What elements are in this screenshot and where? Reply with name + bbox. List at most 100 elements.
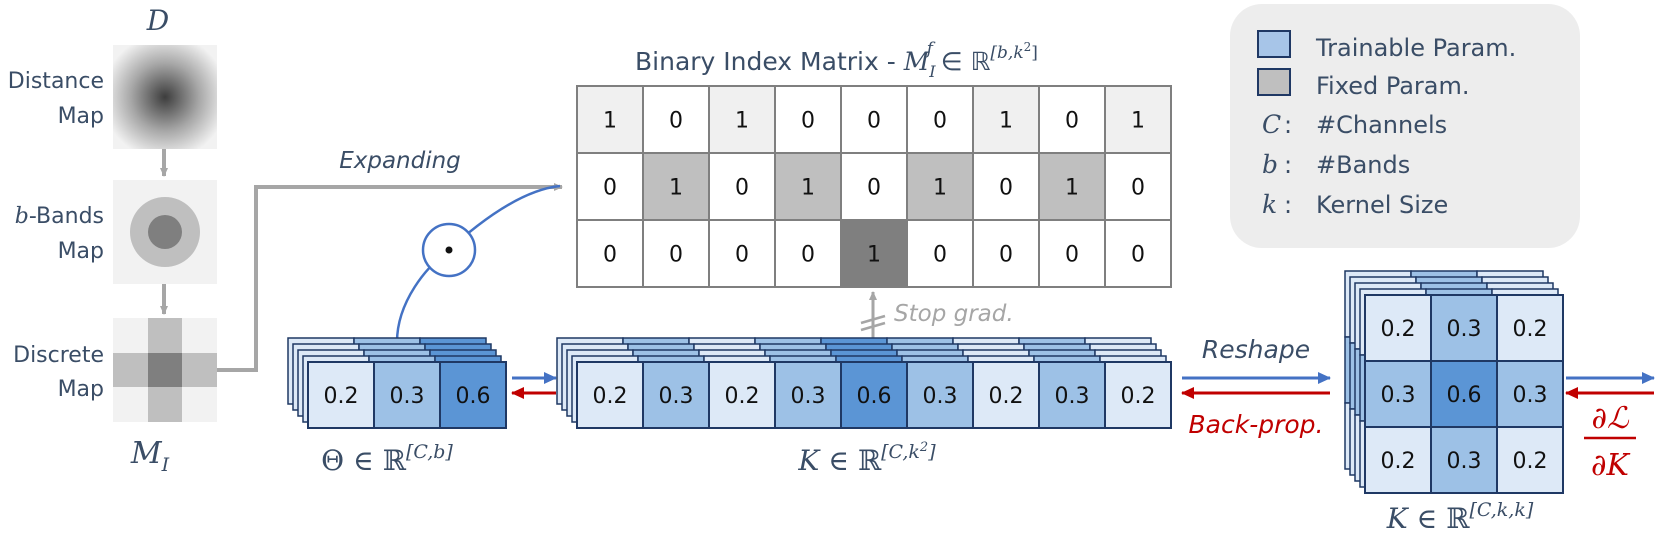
gradient-denominator: ∂K — [1591, 448, 1631, 483]
binary-cell-value: 1 — [867, 243, 881, 268]
binary-cell-value: 1 — [603, 109, 617, 134]
legend-item-channels-text: #Channels — [1316, 111, 1447, 139]
legend-item-bands-colon: : — [1284, 151, 1292, 179]
binary-cell-value: 1 — [669, 176, 683, 201]
legend-item-kernel-sym: k — [1262, 190, 1277, 219]
discrete-map-label-line1: Discrete — [13, 343, 104, 368]
discrete-map-label-line2: Map — [58, 377, 104, 402]
theta-label: Θ ∈ ℝ[C,b] — [321, 441, 453, 477]
kflat-cell-value: 0.2 — [1121, 384, 1156, 409]
binary-cell-value: 0 — [867, 176, 881, 201]
binary-cell-value: 0 — [735, 243, 749, 268]
binary-cell-value: 0 — [669, 109, 683, 134]
kflat-cell-value: 0.2 — [593, 384, 628, 409]
binary-cell-value: 0 — [933, 243, 947, 268]
theta-parameter-stack: 0.2 0.3 0.6 — [287, 337, 507, 429]
legend-trainable-label: Trainable Param. — [1315, 34, 1516, 62]
binary-cell — [576, 219, 644, 288]
kernel-flat-stack: 0.2 0.3 0.2 0.3 0.6 0.3 0.2 0.3 0.2 — [556, 337, 1172, 429]
theta-cell-value: 0.6 — [456, 384, 491, 409]
binary-cell-value: 1 — [1065, 176, 1079, 201]
theta-cell-value: 0.2 — [324, 384, 359, 409]
binary-cell — [642, 85, 710, 154]
kgrid-cell-value: 0.3 — [1513, 383, 1548, 408]
bbands-map-image — [113, 180, 217, 284]
kflat-cell — [1104, 361, 1172, 429]
legend-item-kernel-colon: : — [1284, 191, 1292, 219]
kgrid-cell-value: 0.3 — [1447, 317, 1482, 342]
binary-cell — [774, 219, 842, 288]
legend-item-channels-sym: C — [1262, 110, 1281, 139]
binary-cell — [708, 152, 776, 221]
binary-cell — [972, 219, 1040, 288]
bbands-map-label-line1: b-Bands — [15, 204, 104, 229]
kflat-cell — [972, 361, 1040, 429]
binary-matrix-title: Binary Index Matrix - MIf ∈ ℝ[b,k2] — [635, 39, 1038, 81]
kernel-grid-label: K ∈ ℝ[C,k,k] — [1386, 499, 1534, 535]
kgrid-cell — [1364, 360, 1432, 428]
binary-cell-value: 0 — [801, 243, 815, 268]
kgrid-cell-value: 0.2 — [1513, 449, 1548, 474]
kflat-cell-value: 0.3 — [659, 384, 694, 409]
binary-cell-value: 1 — [735, 109, 749, 134]
distance-map-label-line1: Distance — [8, 69, 104, 94]
kflat-cell — [708, 361, 776, 429]
legend-item-bands-text: #Bands — [1316, 151, 1410, 179]
binary-cell — [906, 152, 974, 221]
binary-cell-value: 0 — [1131, 243, 1145, 268]
kgrid-cell — [1496, 294, 1564, 362]
binary-index-matrix: 1 0 1 0 0 0 1 0 1 0 1 0 1 0 1 0 1 0 0 0 0 0 1 0 0 0 0 — [576, 85, 1172, 288]
binary-cell — [840, 85, 908, 154]
kgrid-cell-value: 0.2 — [1381, 317, 1416, 342]
kflat-cell-value: 0.3 — [1055, 384, 1090, 409]
kflat-cell-value: 0.6 — [857, 384, 892, 409]
kgrid-cell-value: 0.3 — [1381, 383, 1416, 408]
legend-item-kernel-text: Kernel Size — [1316, 191, 1448, 219]
gradient-fraction: ∂ℒ ∂K — [1584, 401, 1636, 483]
legend-item-channels-colon: : — [1284, 111, 1292, 139]
legend-panel: Trainable Param. Fixed Param. C : #Chann… — [1230, 4, 1580, 248]
binary-cell-value: 1 — [801, 176, 815, 201]
legend-trainable-swatch — [1257, 30, 1291, 58]
binary-cell-value: 0 — [735, 176, 749, 201]
kgrid-cell-value: 0.3 — [1447, 449, 1482, 474]
distance-map-label-line2: Map — [58, 104, 104, 129]
kflat-cell-value: 0.3 — [791, 384, 826, 409]
kflat-cell-value: 0.3 — [923, 384, 958, 409]
distance-map-image — [113, 45, 217, 149]
binary-cell-value: 0 — [1131, 176, 1145, 201]
mi-label: MI — [130, 436, 170, 476]
d-label: D — [146, 4, 169, 37]
binary-cell-value: 0 — [603, 243, 617, 268]
odot-dot — [445, 246, 453, 254]
odot-curve — [395, 184, 561, 343]
binary-cell-value: 0 — [1065, 243, 1079, 268]
binary-cell — [576, 152, 644, 221]
expanding-label: Expanding — [339, 148, 461, 174]
legend-fixed-label: Fixed Param. — [1316, 72, 1470, 100]
kgrid-cell — [1496, 360, 1564, 428]
binary-cell-value: 1 — [933, 176, 947, 201]
binary-cell — [1104, 85, 1172, 154]
kgrid-cell — [1496, 426, 1564, 494]
bbands-map-label-line2: Map — [58, 239, 104, 264]
kgrid-cell-value: 0.6 — [1447, 383, 1482, 408]
binary-cell-value: 0 — [867, 109, 881, 134]
binary-cell-value: 0 — [999, 243, 1013, 268]
kernel-flat-label: K ∈ ℝ[C,k2] — [797, 440, 936, 477]
theta-cell-value: 0.3 — [390, 384, 425, 409]
binary-cell — [642, 219, 710, 288]
reshape-label: Reshape — [1202, 335, 1310, 364]
kflat-cell-value: 0.2 — [725, 384, 760, 409]
legend-item-bands-sym: b — [1262, 150, 1278, 179]
kgrid-cell-value: 0.2 — [1513, 317, 1548, 342]
binary-cell — [840, 152, 908, 221]
kernel-grid-stack: 0.2 0.3 0.2 0.3 0.6 0.3 0.2 0.3 0.2 — [1344, 270, 1564, 494]
binary-cell — [972, 85, 1040, 154]
legend-fixed-swatch — [1257, 68, 1291, 96]
kflat-cell — [774, 361, 842, 429]
expanding-connector — [217, 183, 563, 372]
binary-cell-value: 1 — [999, 109, 1013, 134]
binary-cell — [1104, 152, 1172, 221]
